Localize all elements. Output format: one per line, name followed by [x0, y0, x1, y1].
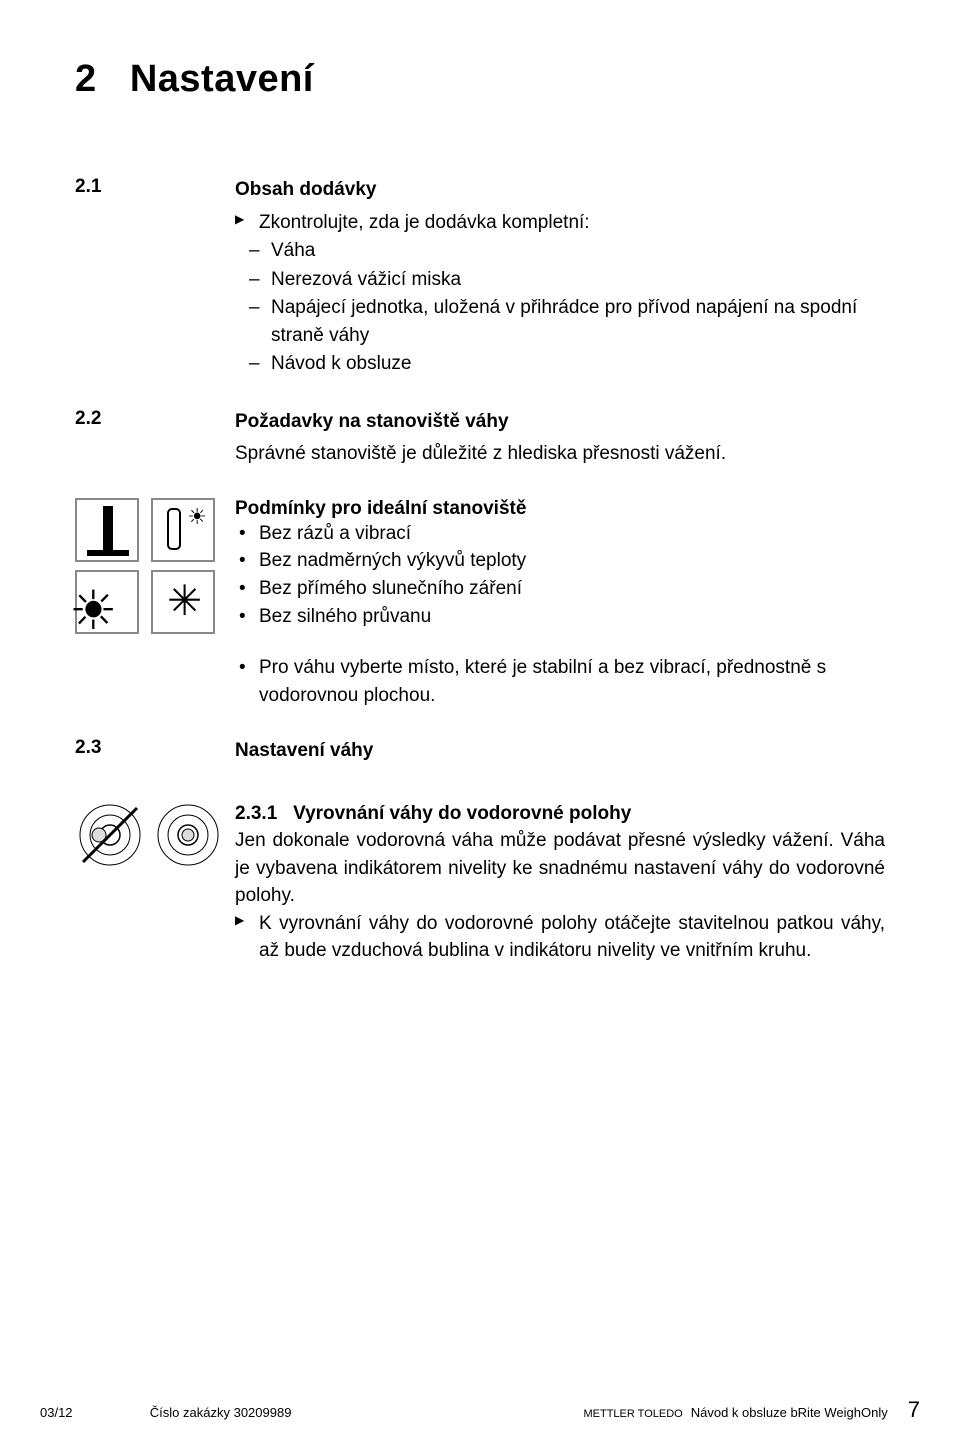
footer-date: 03/12 [40, 1405, 73, 1420]
list-item: Pro váhu vyberte místo, které je stabiln… [235, 654, 885, 709]
section-2-2: 2.2 Požadavky na stanoviště váhy Správné… [75, 408, 885, 468]
level-correct-icon [153, 800, 223, 870]
chapter-title: 2 Nastavení [75, 58, 885, 101]
section-2-1: 2.1 Obsah dodávky Zkontrolujte, zda je d… [75, 176, 885, 378]
subsection-title: Vyrovnání váhy do vodorovné polohy [293, 803, 631, 824]
section-title: Požadavky na stanoviště váhy [235, 408, 885, 436]
list-item: Bez silného průvanu [235, 603, 885, 631]
list-item: Napájecí jednotka, uložená v přihrádce p… [235, 294, 885, 349]
section-number: 2.1 [75, 176, 235, 378]
conditions-title: Podmínky pro ideální stanoviště [235, 498, 885, 520]
chapter-name: Nastavení [130, 58, 314, 100]
list-item: Bez nadměrných výkyvů teploty [235, 547, 885, 575]
list-item: Bez přímého slunečního záření [235, 575, 885, 603]
section-2-3: 2.3 Nastavení váhy [75, 737, 885, 770]
footer-order-number: Číslo zakázky 30209989 [150, 1405, 292, 1420]
section-title: Nastavení váhy [235, 737, 885, 765]
list-item: Nerezová vážicí miska [235, 266, 885, 294]
section-title: Obsah dodávky [235, 176, 885, 204]
footer-brand: METTLER TOLEDO [583, 1408, 682, 1420]
no-sunlight-icon [75, 570, 139, 634]
footer-doc-title: Návod k obsluze bRite WeighOnly [691, 1405, 888, 1420]
no-vibration-icon [75, 498, 139, 562]
section-intro: Správné stanoviště je důležité z hledisk… [235, 440, 885, 468]
action-level-scale: K vyrovnání váhy do vodorovné polohy otá… [235, 910, 885, 965]
subsection-number: 2.3.1 [235, 803, 277, 824]
section-number: 2.3 [75, 737, 235, 770]
conditions-list: Bez rázů a vibrací Bez nadměrných výkyvů… [235, 520, 885, 630]
action-check-delivery: Zkontrolujte, zda je dodávka kompletní: [235, 209, 885, 237]
page-footer: 03/12 Číslo zakázky 30209989 METTLER TOL… [0, 1397, 960, 1423]
conditions-block: Podmínky pro ideální stanoviště Bez rázů… [75, 498, 885, 709]
section-2-3-1: 2.3.1 Vyrovnání váhy do vodorovné polohy… [75, 800, 885, 965]
subsection-paragraph: Jen dokonale vodorovná váha může podávat… [235, 827, 885, 910]
delivery-list: Váha Nerezová vážicí miska Napájecí jedn… [235, 237, 885, 378]
advice-list: Pro váhu vyberte místo, které je stabiln… [235, 654, 885, 709]
list-item: Návod k obsluze [235, 350, 885, 378]
no-temperature-swing-icon [151, 498, 215, 562]
chapter-number: 2 [75, 58, 97, 100]
page-number: 7 [908, 1397, 920, 1423]
section-number: 2.2 [75, 408, 235, 468]
no-draft-icon [151, 570, 215, 634]
list-item: Váha [235, 237, 885, 265]
list-item: Bez rázů a vibrací [235, 520, 885, 548]
level-wrong-icon [75, 800, 145, 870]
